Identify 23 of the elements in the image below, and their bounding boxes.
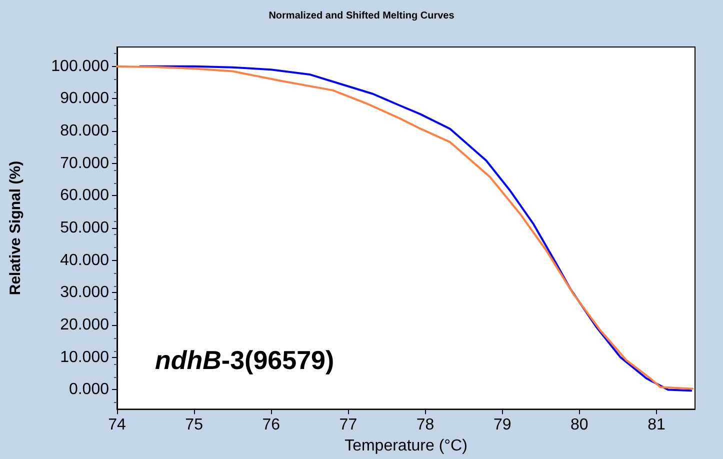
y-tick-label: 90.000	[60, 90, 110, 108]
y-tick-label: 0.000	[68, 381, 110, 398]
x-tick-label: 77	[339, 416, 358, 434]
x-tick-label: 78	[416, 416, 434, 434]
x-tick-label: 81	[648, 416, 666, 434]
y-tick-label: 60.000	[60, 187, 110, 204]
chart-title: Normalized and Shifted Melting Curves	[268, 10, 455, 22]
x-tick-label: 80	[570, 416, 588, 434]
y-tick-label: 10.000	[60, 348, 110, 366]
x-tick-label: 76	[262, 416, 280, 434]
y-tick-label: 20.000	[60, 316, 110, 334]
y-axis-title: Relative Signal (%)	[7, 160, 24, 296]
y-tick-label: 80.000	[60, 122, 110, 140]
x-tick-label: 74	[108, 416, 126, 434]
y-tick-label: 70.000	[60, 154, 110, 172]
x-tick-label: 75	[185, 416, 204, 434]
y-tick-label: 50.000	[60, 220, 110, 237]
x-tick-label: 79	[493, 416, 512, 434]
y-tick-label: 40.000	[60, 252, 110, 269]
y-tick-label: 30.000	[60, 284, 110, 302]
y-tick-label: 100.000	[51, 58, 110, 75]
x-axis-title: Temperature (°C)	[344, 438, 468, 454]
annotation: ndhB-3(96579)	[155, 345, 334, 375]
